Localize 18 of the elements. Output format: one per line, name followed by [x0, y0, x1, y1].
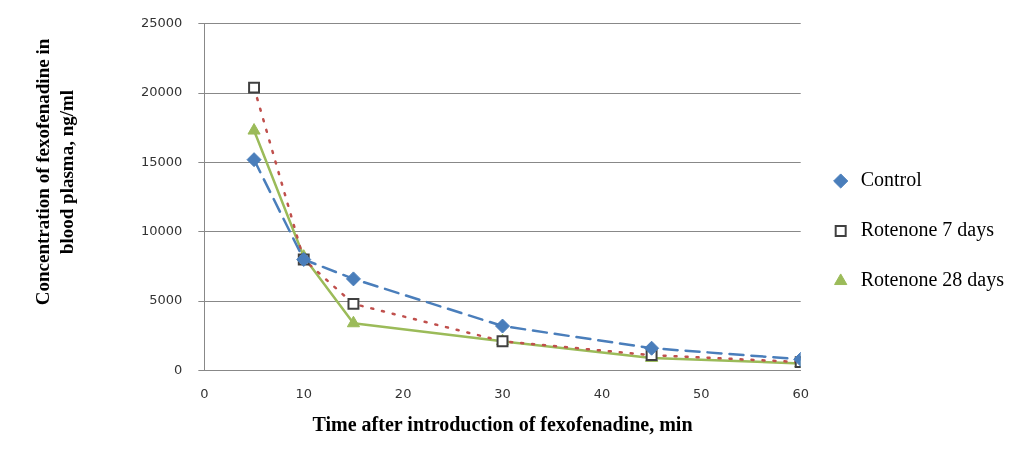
legend-label: Rotenone 7 days	[860, 218, 995, 242]
legend-label: Control	[860, 168, 923, 191]
x-tick-label: 60	[792, 385, 809, 401]
x-tick-label: 40	[593, 385, 611, 401]
x-tick-label: 0	[200, 385, 209, 401]
x-tick-label: 10	[295, 385, 313, 401]
y-tick-label: 25000	[141, 15, 183, 31]
legend-label: Rotenone 28 days	[860, 268, 1005, 292]
y-tick-label: 20000	[141, 84, 183, 100]
y-tick-label: 0	[174, 361, 183, 377]
x-tick-label: 20	[394, 385, 412, 401]
x-axis-title: Time after introduction of fexofenadine, min	[312, 413, 693, 436]
y-tick-label: 10000	[141, 223, 183, 239]
x-tick-label: 30	[494, 385, 511, 401]
y-axis-title: Concentration of fexofenadine in blood plasma, ng/ml	[31, 37, 78, 308]
y-tick-label: 5000	[149, 292, 183, 308]
x-tick-label: 50	[693, 385, 710, 401]
y-tick-label: 15000	[141, 153, 183, 169]
